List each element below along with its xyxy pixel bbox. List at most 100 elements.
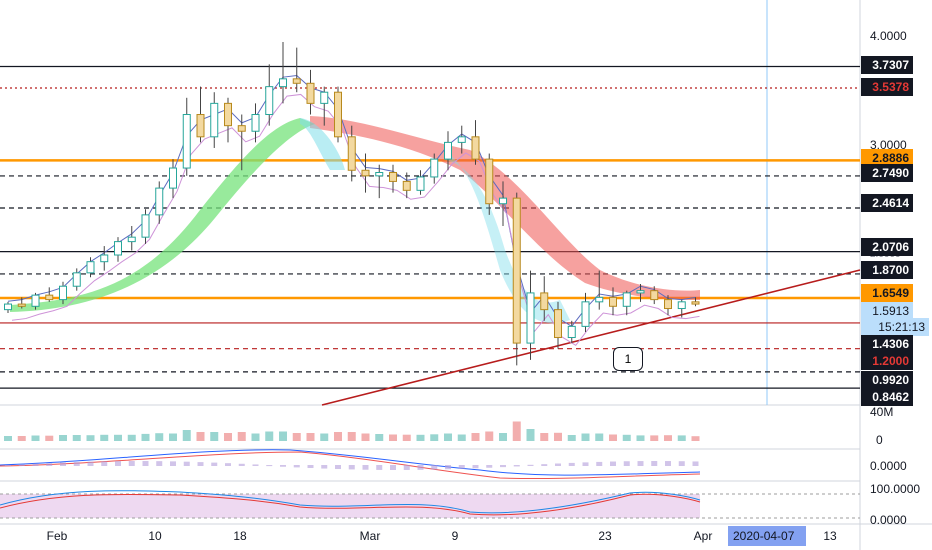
volume-bar [540, 433, 549, 441]
candle-body [4, 303, 12, 311]
candle-body [512, 197, 521, 344]
candle-body [540, 292, 549, 311]
rsi-axis-label: 100.0000 [870, 482, 921, 496]
volume-bar [375, 434, 384, 441]
volume-bar [224, 433, 232, 441]
macd-histogram-bar [431, 465, 438, 470]
candle-body [100, 254, 109, 263]
volume-axis-label: 40M [870, 405, 894, 419]
volume-bar [265, 431, 274, 441]
price-label-1-4306: 1.4306 [861, 335, 913, 353]
macd-histogram-bar [5, 465, 11, 466]
macd-histogram-bar [692, 461, 699, 466]
x-tick-label: 18 [233, 529, 247, 543]
macd-histogram-bar [156, 461, 163, 466]
candle-body [485, 158, 494, 205]
volume-bar [237, 432, 246, 441]
macd-histogram-bar [417, 465, 424, 470]
candle-body [279, 78, 287, 88]
annotation-callout[interactable]: 1 [613, 347, 643, 371]
volume-bar [169, 433, 177, 441]
countdown-label: 15:21:13 [861, 318, 929, 336]
macd-axis-label: 0.0000 [870, 459, 907, 473]
macd-histogram-bar [101, 461, 108, 466]
volume-bar [499, 433, 507, 441]
macd-histogram-bar [486, 465, 493, 468]
macd-line [0, 449, 701, 476]
volume-bar [45, 435, 54, 441]
volume-bar [4, 436, 12, 441]
volume-bar [636, 435, 645, 441]
price-label-1-5913: 1.5913 [861, 302, 913, 320]
volume-bar [402, 434, 411, 441]
x-tick-label: Mar [359, 529, 381, 543]
candle-body [210, 102, 219, 138]
volume-bar [210, 432, 219, 441]
macd-histogram-bar [678, 461, 685, 466]
candle-body [292, 78, 301, 84]
x-tick-label: Apr [693, 529, 713, 543]
macd-histogram-bar [142, 461, 149, 466]
macd-histogram-bar [665, 461, 671, 466]
macd-histogram-bar [197, 462, 204, 466]
cloud-band-cyan [445, 150, 570, 324]
candle-body [691, 301, 700, 305]
candle-body [251, 114, 260, 132]
volume-bar [664, 435, 672, 441]
volume-bar [650, 435, 659, 441]
macd-histogram-bar [225, 463, 231, 466]
candle-body [375, 171, 384, 177]
macd-histogram-bar [46, 463, 53, 466]
candle-body [45, 294, 54, 301]
macd-histogram-bar [500, 465, 506, 468]
volume-bar [114, 434, 122, 441]
price-label-0-9920: 0.9920 [861, 371, 913, 389]
macd-histogram-bar [87, 461, 94, 466]
candle-body [17, 303, 26, 307]
macd-histogram-bar [73, 462, 80, 466]
volume-bar [677, 435, 686, 441]
candle-body [457, 136, 466, 143]
macd-histogram-bar [280, 465, 286, 467]
x-tick-label: 10 [148, 529, 162, 543]
volume-bar [31, 435, 40, 441]
candle-body [430, 158, 439, 178]
price-label-2-8886: 2.8886 [861, 149, 913, 167]
volume-bar [141, 433, 150, 441]
macd-histogram-bar [266, 465, 273, 467]
candle-body [581, 301, 590, 327]
volume-bar [691, 436, 700, 441]
cloud-band-green [10, 118, 315, 312]
price-label-0-8462: 0.8462 [861, 388, 913, 406]
candle-body [72, 272, 81, 287]
volume-bar [17, 436, 26, 441]
volume-bar [444, 433, 452, 441]
price-label-3-5378: 3.5378 [861, 78, 913, 96]
volume-bar [320, 433, 329, 441]
volume-bar [182, 430, 191, 441]
y-tick-label: 3.0000 [870, 138, 907, 152]
macd-histogram-bar [348, 465, 355, 470]
x-tick-label: 23 [598, 529, 612, 543]
trendline [321, 269, 861, 406]
macd-histogram-bar [555, 463, 561, 466]
volume-bar [471, 433, 480, 441]
candle-body [416, 176, 425, 191]
candle-body [334, 91, 342, 138]
macd-histogram-bar [582, 462, 589, 466]
price-label-1-8700: 1.8700 [861, 261, 913, 279]
volume-bar [554, 432, 562, 441]
candle-body [650, 290, 659, 301]
crosshair-date-highlight [728, 526, 806, 546]
macd-histogram-bar [293, 465, 300, 468]
volume-bar [512, 421, 521, 441]
volume-bar [389, 434, 397, 441]
macd-histogram-bar [307, 465, 314, 469]
macd-signal-line [0, 451, 701, 480]
price-label-1-2000: 1.2000 [861, 352, 913, 370]
candle-body [114, 241, 122, 256]
volume-bar [347, 432, 356, 441]
candle-body [141, 214, 150, 238]
